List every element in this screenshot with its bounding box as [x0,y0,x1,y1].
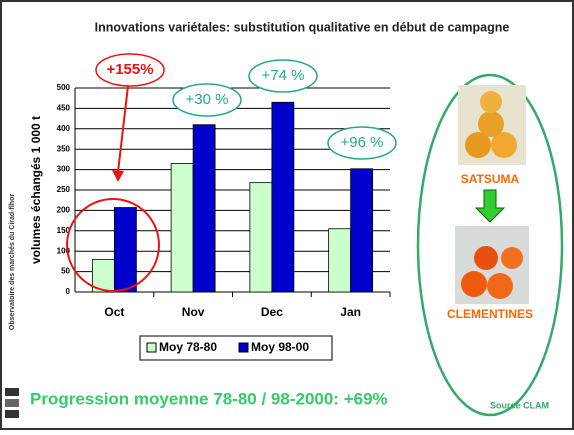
annotation: +155% [106,61,153,78]
footer: Progression moyenne 78-80 / 98-2000: +69… [30,389,388,408]
fruit-label: SATSUMA [461,172,520,186]
y-tick-label: 50 [61,267,70,276]
bar [329,229,351,292]
bar [272,102,294,292]
legend-swatch [239,343,248,352]
y-tick-label: 200 [57,206,71,215]
y-axis-label: volumes échangés 1 000 t [29,116,43,264]
bar [114,208,136,292]
legend-label: Moy 78-80 [159,340,217,354]
y-tick-label: 350 [57,144,71,153]
satsuma-image [458,85,526,165]
logo [5,388,19,418]
legend-label: Moy 98-00 [251,340,309,354]
annotation: +74 % [262,67,305,84]
x-tick-label: Jan [340,305,361,319]
annotation: +30 % [186,91,229,108]
y-tick-label: 500 [57,83,71,92]
source: Source CLAM [490,400,549,410]
slide: Innovations variétales: substitution qua… [0,0,574,430]
y-tick-label: 300 [57,165,71,174]
bar [171,163,193,292]
x-tick-label: Nov [182,305,205,319]
x-tick-label: Oct [104,305,124,319]
bar [250,183,272,292]
x-tick-label: Dec [261,305,283,319]
fruit-label: CLEMENTINES [447,307,533,321]
y-tick-label: 400 [57,124,71,133]
y-tick-label: 250 [57,185,71,194]
y-tick-label: 450 [57,104,71,113]
clementine-image [455,226,529,304]
bar [193,125,215,292]
y-tick-label: 0 [66,287,71,296]
legend-swatch [147,343,156,352]
side-label: Observatoire des marchés du Cirad-flhor [9,194,16,330]
annotation: +96 % [341,134,384,151]
bar [351,169,373,292]
title: Innovations variétales: substitution qua… [95,20,510,34]
